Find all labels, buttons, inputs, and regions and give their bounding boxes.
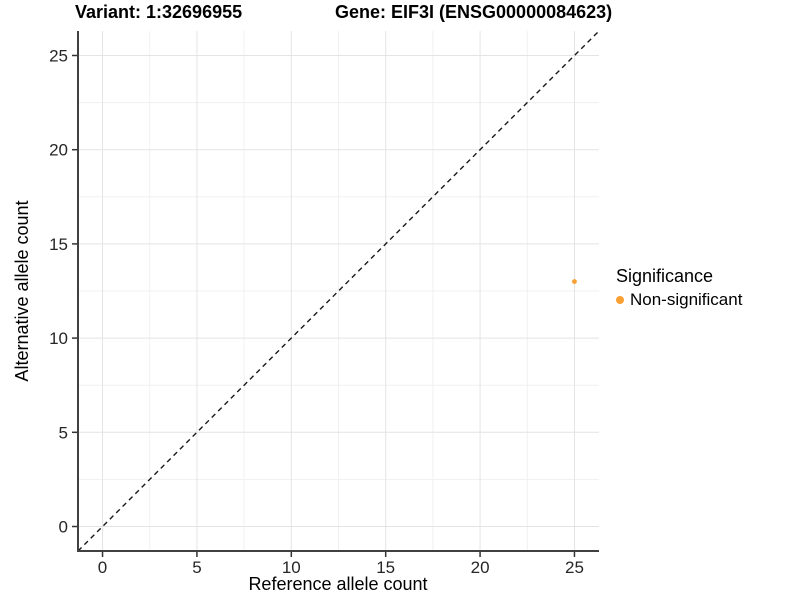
y-tick-label: 15 xyxy=(49,235,68,254)
x-tick-label: 20 xyxy=(471,558,490,577)
legend-title: Significance xyxy=(616,266,714,286)
y-tick-label: 25 xyxy=(49,46,68,65)
data-point xyxy=(572,279,577,284)
legend: Significance Non-significant xyxy=(616,266,742,310)
identity-line xyxy=(77,30,600,552)
x-tick-label: 25 xyxy=(565,558,584,577)
x-tick-label: 5 xyxy=(192,558,201,577)
x-tick-label: 0 xyxy=(98,558,107,577)
x-tick-label: 15 xyxy=(376,558,395,577)
y-tick-label: 0 xyxy=(59,518,68,537)
y-tick-label: 10 xyxy=(49,329,68,348)
legend-item-label: Non-significant xyxy=(630,290,743,309)
x-tick-label: 10 xyxy=(282,558,301,577)
plot-title-variant: Variant: 1:32696955 xyxy=(75,2,243,22)
y-tick-label: 5 xyxy=(59,423,68,442)
plot-title-gene: Gene: EIF3I (ENSG00000084623) xyxy=(335,2,613,22)
y-tick-label: 20 xyxy=(49,141,68,160)
legend-point-icon xyxy=(616,296,624,304)
x-axis-title: Reference allele count xyxy=(248,574,428,594)
y-axis-title: Alternative allele count xyxy=(12,200,32,382)
legend-item: Non-significant xyxy=(616,290,742,310)
